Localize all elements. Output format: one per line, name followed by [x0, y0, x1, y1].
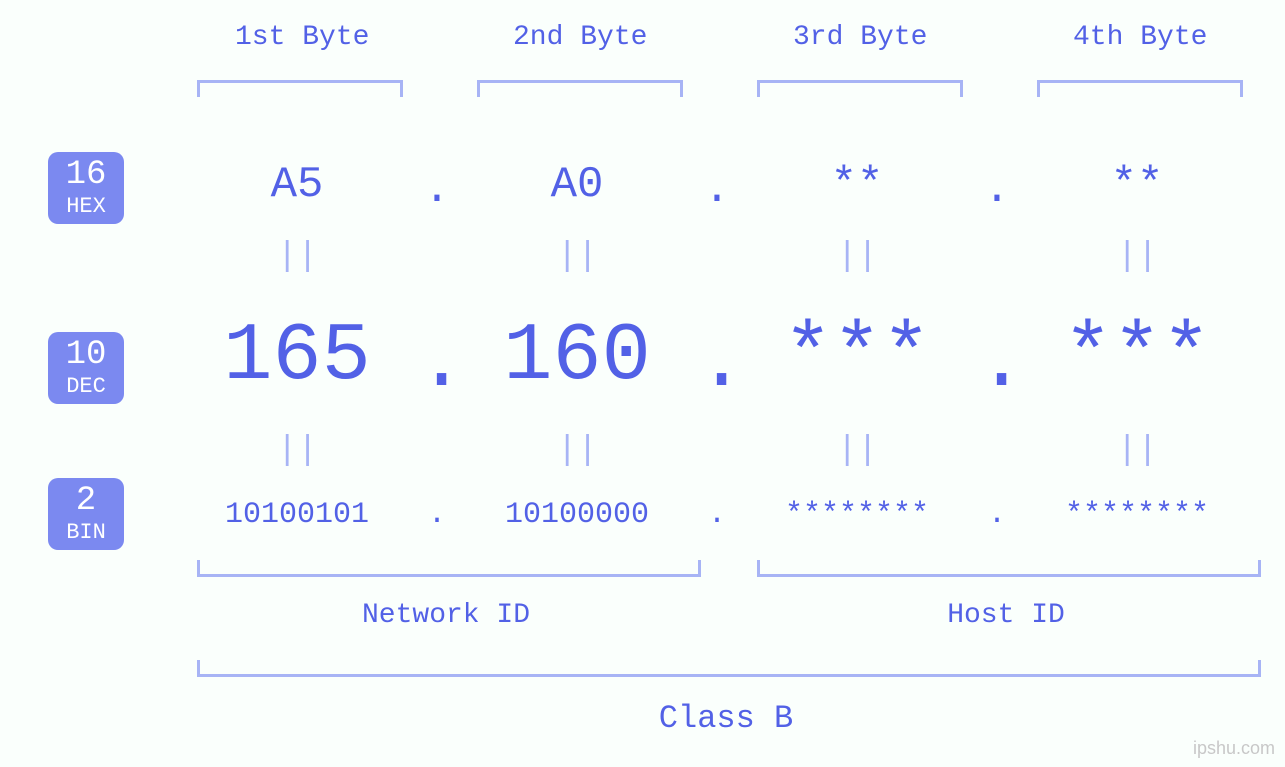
- eq-dec-bin-1: ||: [277, 432, 317, 470]
- eq-hex-dec-3: ||: [837, 238, 877, 276]
- hex-sep1: .: [417, 165, 457, 215]
- eq-dec-bin-4: ||: [1117, 432, 1157, 470]
- dec-byte2: 160: [457, 310, 697, 403]
- badge-dec-base: 10: [66, 337, 107, 374]
- bin-byte3: ********: [737, 498, 977, 532]
- hex-byte2: A0: [457, 160, 697, 210]
- bin-sep1: .: [417, 498, 457, 532]
- byte-header-3: 3rd Byte: [793, 22, 927, 53]
- network-bracket: [197, 560, 701, 577]
- badge-dec: 10 DEC: [48, 332, 124, 404]
- badge-hex-base: 16: [66, 157, 107, 194]
- top-bracket-byte4: [1037, 80, 1243, 97]
- bin-sep2: .: [697, 498, 737, 532]
- class-label: Class B: [197, 700, 1255, 737]
- dec-byte3: ***: [737, 310, 977, 403]
- hex-byte3: **: [737, 160, 977, 210]
- bin-sep3: .: [977, 498, 1017, 532]
- hex-byte4: **: [1017, 160, 1257, 210]
- top-bracket-byte2: [477, 80, 683, 97]
- class-bracket: [197, 660, 1261, 677]
- badge-bin-name: BIN: [66, 521, 106, 545]
- dec-byte4: ***: [1017, 310, 1257, 403]
- hex-sep2: .: [697, 165, 737, 215]
- top-bracket-byte1: [197, 80, 403, 97]
- badge-hex-name: HEX: [66, 195, 106, 219]
- byte-header-1: 1st Byte: [235, 22, 369, 53]
- host-bracket: [757, 560, 1261, 577]
- bin-byte1: 10100101: [177, 498, 417, 532]
- hex-sep3: .: [977, 165, 1017, 215]
- byte-header-2: 2nd Byte: [513, 22, 647, 53]
- dec-sep2: .: [697, 317, 737, 410]
- bin-byte4: ********: [1017, 498, 1257, 532]
- badge-hex: 16 HEX: [48, 152, 124, 224]
- eq-dec-bin-3: ||: [837, 432, 877, 470]
- dec-sep3: .: [977, 317, 1017, 410]
- hex-byte1: A5: [177, 160, 417, 210]
- badge-bin: 2 BIN: [48, 478, 124, 550]
- eq-hex-dec-2: ||: [557, 238, 597, 276]
- badge-bin-base: 2: [76, 483, 96, 520]
- badge-dec-name: DEC: [66, 375, 106, 399]
- bin-byte2: 10100000: [457, 498, 697, 532]
- dec-sep1: .: [417, 317, 457, 410]
- eq-hex-dec-4: ||: [1117, 238, 1157, 276]
- eq-hex-dec-1: ||: [277, 238, 317, 276]
- byte-header-4: 4th Byte: [1073, 22, 1207, 53]
- top-bracket-byte3: [757, 80, 963, 97]
- watermark: ipshu.com: [1193, 738, 1275, 759]
- dec-byte1: 165: [177, 310, 417, 403]
- network-id-label: Network ID: [197, 600, 695, 631]
- eq-dec-bin-2: ||: [557, 432, 597, 470]
- host-id-label: Host ID: [757, 600, 1255, 631]
